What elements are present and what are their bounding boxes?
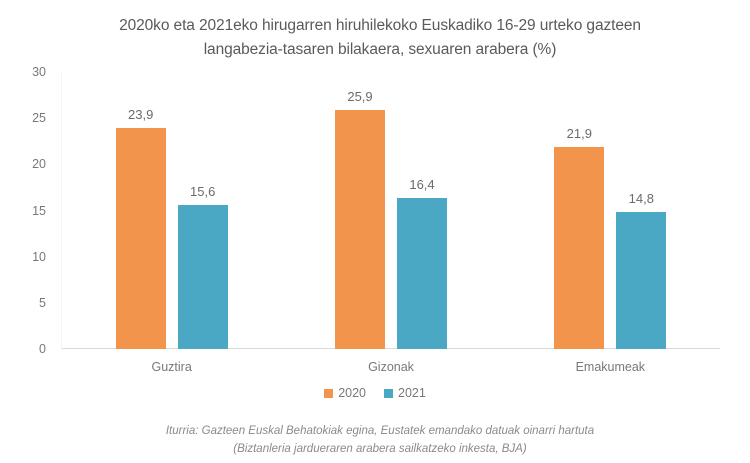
bar-guztira-2020	[115, 128, 166, 349]
footnote-line-1: Iturria: Gazteen Euskal Behatokiak egina…	[165, 425, 595, 437]
y-axis-line	[61, 72, 62, 349]
bar-emakumeak-2020	[554, 146, 605, 349]
bar-guztira-2021	[177, 204, 228, 349]
bar-emakumeak-2021	[616, 212, 667, 349]
legend-label: 2020	[338, 386, 366, 400]
bar-value-label: 15,6	[190, 183, 216, 199]
bar-value-label: 21,9	[566, 125, 592, 141]
legend-item-2021[interactable]: 2021	[384, 386, 426, 400]
y-axis-tick-label: 15	[32, 203, 46, 218]
legend-swatch-icon	[324, 388, 334, 398]
y-axis-tick-label: 5	[39, 295, 46, 310]
plot-area: 23,9 15,6 25,9 16,4 21,9 14,8	[62, 72, 720, 349]
y-axis-tick-label: 25	[32, 111, 46, 126]
y-axis-tick-label: 20	[32, 157, 46, 172]
legend-label: 2021	[398, 386, 426, 400]
x-axis-label-guztira: Guztira	[151, 360, 192, 374]
chart-legend: 2020 2021	[0, 386, 750, 400]
chart-title-line-2: langabezia-tasaren bilakaera, sexuaren a…	[203, 41, 557, 58]
bar-value-label: 23,9	[128, 107, 154, 123]
chart-title-line-1: 2020ko eta 2021eko hirugarren hiruhileko…	[119, 17, 641, 34]
x-axis-label-gizonak: Gizonak	[368, 360, 414, 374]
y-axis-tick-label: 10	[32, 249, 46, 264]
bar-value-label: 25,9	[347, 88, 373, 104]
bar-value-label: 16,4	[409, 176, 435, 192]
bar-gizonak-2020	[335, 109, 385, 349]
bar-gizonak-2021	[397, 197, 447, 349]
y-axis-tick-label: 0	[39, 342, 46, 356]
chart-source-footnote: Iturria: Gazteen Euskal Behatokiak egina…	[60, 422, 700, 458]
y-axis-tick-label: 30	[32, 65, 46, 79]
footnote-line-2: (Biztanleria jardueraren arabera sailkat…	[233, 443, 527, 455]
y-axis: 0 5 10 15 20 25 30	[0, 0, 54, 463]
legend-item-2020[interactable]: 2020	[324, 386, 366, 400]
legend-swatch-icon	[384, 388, 393, 398]
chart-title: 2020ko eta 2021eko hirugarren hiruhileko…	[60, 14, 700, 62]
x-axis-label-emakumeak: Emakumeak	[575, 360, 646, 374]
bar-value-label: 14,8	[628, 191, 654, 207]
x-axis-line	[62, 348, 720, 349]
